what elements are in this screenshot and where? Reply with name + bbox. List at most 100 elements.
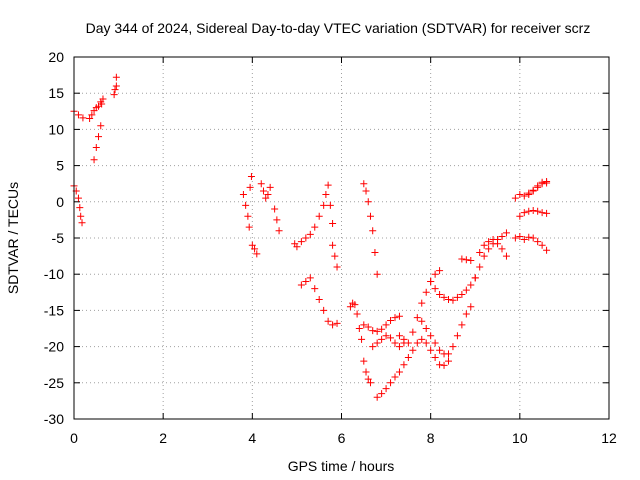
data-point: [293, 243, 301, 251]
data-point: [97, 122, 105, 130]
data-point: [502, 229, 510, 237]
data-point: [331, 252, 339, 260]
data-point: [378, 335, 386, 343]
data-point: [360, 180, 368, 188]
data-point: [520, 235, 528, 243]
data-point: [382, 332, 390, 340]
data-point: [436, 267, 444, 275]
data-point: [95, 133, 103, 141]
data-point: [534, 182, 542, 190]
series-arc-n: [360, 180, 381, 278]
data-point: [445, 350, 452, 358]
data-point: [315, 296, 323, 304]
data-point: [320, 306, 328, 314]
data-point: [404, 353, 412, 361]
data-point: [346, 303, 354, 311]
data-point: [373, 270, 381, 278]
series-arc-w: [476, 235, 510, 260]
data-point: [387, 334, 395, 342]
data-points: [70, 73, 551, 401]
series-arc-p: [360, 312, 403, 335]
data-point: [485, 238, 493, 246]
data-point: [427, 277, 435, 285]
data-point: [360, 321, 368, 329]
data-point: [76, 204, 84, 212]
series-arc-t: [427, 274, 479, 304]
data-point: [320, 201, 328, 209]
series-arc-e: [110, 73, 120, 99]
data-point: [458, 255, 466, 263]
y-tick-label: -30: [44, 411, 64, 427]
data-point: [324, 181, 332, 189]
data-point: [395, 343, 403, 351]
data-point: [245, 223, 253, 231]
data-point: [362, 368, 370, 376]
data-point: [246, 183, 254, 191]
y-tick-label: -20: [44, 339, 64, 355]
series-arc-j: [291, 181, 337, 251]
data-point: [366, 212, 374, 220]
data-point: [467, 303, 475, 311]
data-point: [543, 178, 551, 186]
data-point: [311, 285, 319, 293]
data-point: [273, 216, 281, 224]
data-point: [418, 317, 426, 325]
data-point: [373, 339, 381, 347]
data-point: [529, 186, 537, 194]
data-point: [297, 238, 305, 246]
data-point: [262, 194, 270, 202]
data-point: [467, 256, 475, 264]
data-point: [422, 339, 430, 347]
data-point: [369, 227, 377, 235]
data-point: [391, 373, 399, 381]
data-point: [502, 252, 510, 260]
data-point: [391, 314, 399, 322]
series-arc-r: [418, 303, 475, 358]
series-arc-f: [239, 172, 255, 231]
data-point: [362, 187, 370, 195]
data-point: [257, 180, 265, 188]
data-point: [449, 296, 457, 304]
data-point: [110, 91, 118, 99]
x-tick-label: 4: [248, 430, 256, 446]
y-tick-label: 15: [48, 85, 64, 101]
data-point: [543, 246, 551, 254]
data-point: [445, 296, 452, 304]
data-point: [476, 248, 484, 256]
data-point: [351, 301, 359, 309]
data-point: [458, 321, 466, 329]
data-point: [511, 194, 519, 202]
series-arc-b: [70, 182, 86, 227]
data-point: [271, 205, 279, 213]
data-point: [498, 245, 506, 253]
series-arc-o: [369, 332, 408, 351]
data-point: [494, 240, 502, 248]
data-point: [422, 325, 430, 332]
series-arc-v: [471, 229, 510, 282]
data-point: [244, 212, 252, 220]
data-point: [111, 86, 119, 94]
data-point: [395, 312, 403, 320]
data-point: [516, 233, 524, 241]
y-tick-label: 10: [48, 121, 64, 137]
data-point: [395, 332, 403, 340]
data-point: [525, 191, 533, 199]
data-point: [248, 241, 256, 249]
data-point: [387, 317, 395, 325]
data-point: [462, 310, 470, 318]
data-point: [315, 212, 323, 220]
data-point: [364, 375, 372, 383]
data-point: [373, 327, 381, 335]
data-point: [373, 393, 381, 401]
data-point: [99, 95, 107, 103]
data-point: [74, 194, 82, 202]
data-point: [382, 321, 390, 329]
series-arc-aa: [525, 178, 551, 199]
data-point: [471, 274, 479, 282]
data-point: [378, 390, 386, 398]
data-point: [409, 328, 417, 336]
data-point: [369, 343, 377, 351]
data-point: [297, 281, 305, 289]
data-point: [86, 115, 94, 123]
